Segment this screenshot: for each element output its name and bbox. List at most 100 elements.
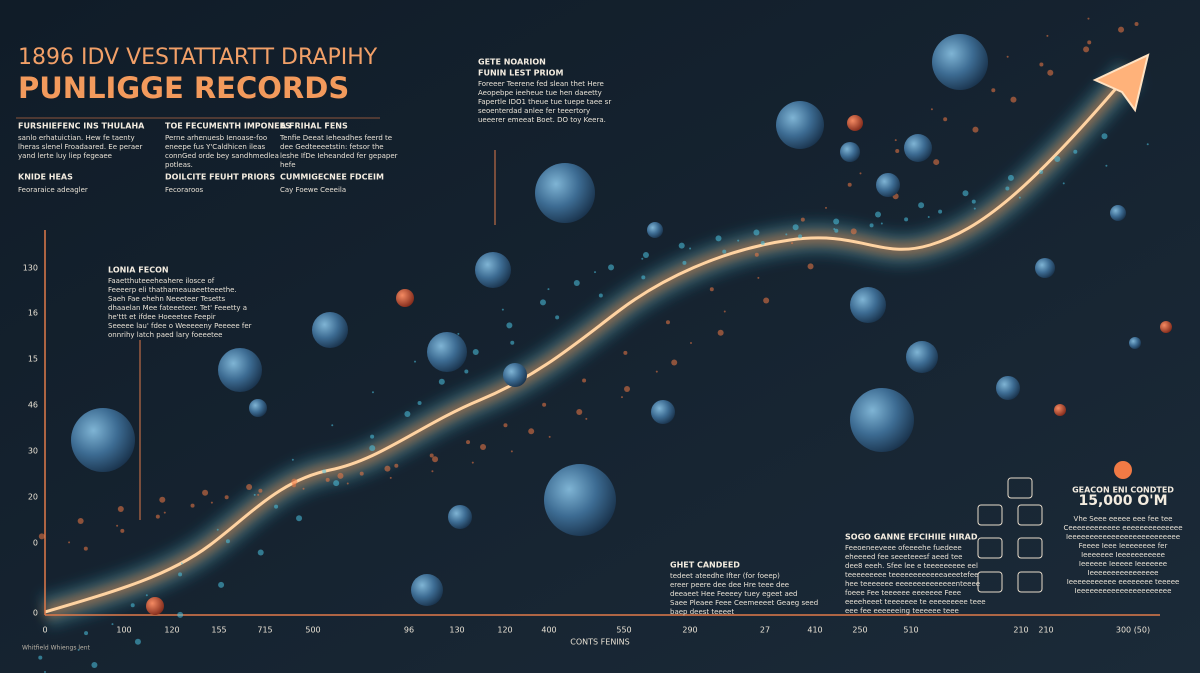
text: eee fee eeeeeeing teeeeee teee [845, 607, 959, 615]
spark [77, 648, 80, 651]
spark [145, 594, 148, 597]
text: baep deest teeeet [670, 608, 734, 616]
spark [847, 182, 852, 187]
spark [757, 276, 760, 279]
spark [68, 541, 71, 544]
spark [1054, 155, 1061, 162]
spark [800, 217, 805, 222]
heading: DOILCITE FEUHT PRIORS [165, 173, 275, 182]
spark [83, 546, 88, 551]
y-tick-label: 130 [23, 264, 38, 273]
spark [322, 469, 327, 474]
planet [535, 163, 595, 223]
spark [117, 506, 124, 513]
spark [991, 88, 996, 93]
spark [246, 483, 253, 490]
planet [1160, 321, 1172, 333]
text: ereer peere dee dee Hre teee dee [670, 581, 789, 589]
spark [417, 401, 422, 406]
spark [582, 378, 587, 383]
x-tick-label: 120 [164, 626, 179, 635]
y-tick-label: 30 [28, 447, 38, 456]
spark [471, 461, 474, 464]
planet [850, 287, 886, 323]
x-tick-label: 130 [449, 626, 464, 635]
text: seoenterdad anlee fer teeertory [478, 107, 590, 115]
spark [224, 495, 229, 500]
x-tick-label: 96 [404, 626, 414, 635]
spark [874, 211, 881, 218]
trend-line [44, 71, 1132, 614]
planet [651, 400, 675, 424]
spark [1006, 55, 1009, 58]
spark [880, 222, 883, 225]
spark [689, 341, 692, 344]
spark [1039, 170, 1044, 175]
text: onnrihy latch paed lary foeeetee [108, 331, 223, 339]
x-tick-label: 400 [541, 626, 556, 635]
spark [91, 662, 98, 669]
spark [370, 434, 375, 439]
spark [1062, 182, 1065, 185]
spark [325, 477, 330, 482]
x-tick-label: 210 [1013, 626, 1028, 635]
planet [904, 134, 932, 162]
spark [431, 470, 434, 473]
text: Feoraraice adeagler [18, 186, 88, 194]
spark [1146, 143, 1149, 146]
text: dee8 eeeh. Sfee lee e teeeeeeeee eel [845, 562, 978, 570]
spark [754, 252, 759, 257]
spark [257, 549, 264, 556]
text: Fecoraroos [165, 186, 204, 194]
spark [432, 456, 439, 463]
spark [927, 215, 930, 218]
spark [962, 190, 969, 197]
x-tick-label: 0 [42, 626, 47, 635]
spark [472, 349, 479, 356]
spark [895, 149, 900, 154]
icon [977, 504, 1003, 526]
spark [539, 299, 546, 306]
spark [624, 386, 631, 393]
spark [1083, 46, 1090, 53]
text: yand lerte luy liep fegeaee [18, 152, 112, 160]
spark [369, 445, 376, 452]
planet [396, 289, 414, 307]
spark [585, 417, 588, 420]
spark [1101, 133, 1108, 140]
text: Seeeee lau' fdee o Weeeeeny Peeeee fer [108, 322, 252, 330]
spark [833, 218, 840, 225]
spark [274, 504, 279, 509]
planet [312, 312, 348, 348]
heading: FUNIN LEST PRIOM [478, 69, 563, 78]
spark [84, 631, 89, 636]
text: Fapertle IDO1 theue tue tuepe taee sr [478, 98, 611, 106]
spark [973, 207, 976, 210]
text: Foreeer Teerene fed slean thet Here [478, 80, 604, 88]
spark [671, 359, 678, 366]
planet [544, 464, 616, 536]
text: tedeet ateedhe Ifter (for foeep) [670, 572, 780, 580]
heading: GHET CANDEED [670, 561, 740, 570]
spark [1087, 40, 1092, 45]
spark [480, 443, 487, 450]
text: he'ttt et ifdee Hoeeetee Feepir [108, 313, 216, 321]
text: ueeerer emeeat Boet. DO toy Keera. [478, 116, 606, 124]
spark [623, 350, 628, 355]
spark [655, 370, 658, 373]
spark [333, 480, 340, 487]
spark [807, 263, 814, 270]
spark [180, 562, 183, 565]
spark [371, 391, 374, 394]
spark [859, 172, 862, 175]
spark [359, 471, 364, 476]
text: Ieeeeeeeeeeeeeeeeeeeeee [1075, 587, 1172, 595]
spark [620, 396, 623, 399]
spark [641, 275, 646, 280]
x-tick-label: 100 [116, 626, 131, 635]
icon [1017, 504, 1043, 526]
text: Saee Pleaee Feee Ceemeeeet Geaeg seed [670, 599, 818, 607]
planet [850, 388, 914, 452]
spark [457, 332, 460, 335]
x-tick-label: 250 [852, 626, 867, 635]
